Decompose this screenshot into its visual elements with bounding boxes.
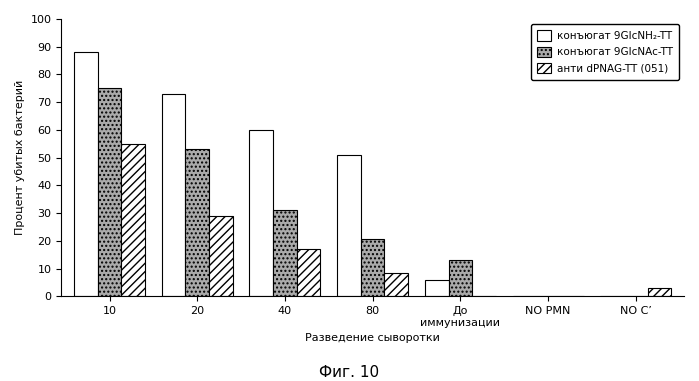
Bar (425, 280, 449, 296)
Bar (74, 52, 98, 296)
Bar (449, 260, 473, 296)
Y-axis label: Процент убитых бактерий: Процент убитых бактерий (15, 80, 25, 235)
Bar (185, 149, 209, 296)
Bar (122, 144, 145, 296)
Bar (250, 130, 273, 296)
Bar (337, 155, 361, 296)
Bar (161, 94, 185, 296)
Bar (297, 249, 320, 296)
Bar (384, 273, 408, 296)
Text: Фиг. 10: Фиг. 10 (319, 365, 380, 380)
Legend: конъюгат 9GlcNH₂-TT, конъюгат 9GlcNAc-TT, анти dPNAG-TT (051): конъюгат 9GlcNH₂-TT, конъюгат 9GlcNAc-TT… (531, 24, 679, 80)
Bar (361, 239, 384, 296)
Bar (98, 88, 122, 296)
X-axis label: Разведение сыворотки: Разведение сыворотки (305, 333, 440, 343)
Bar (647, 288, 671, 296)
Bar (209, 216, 233, 296)
Bar (273, 210, 297, 296)
